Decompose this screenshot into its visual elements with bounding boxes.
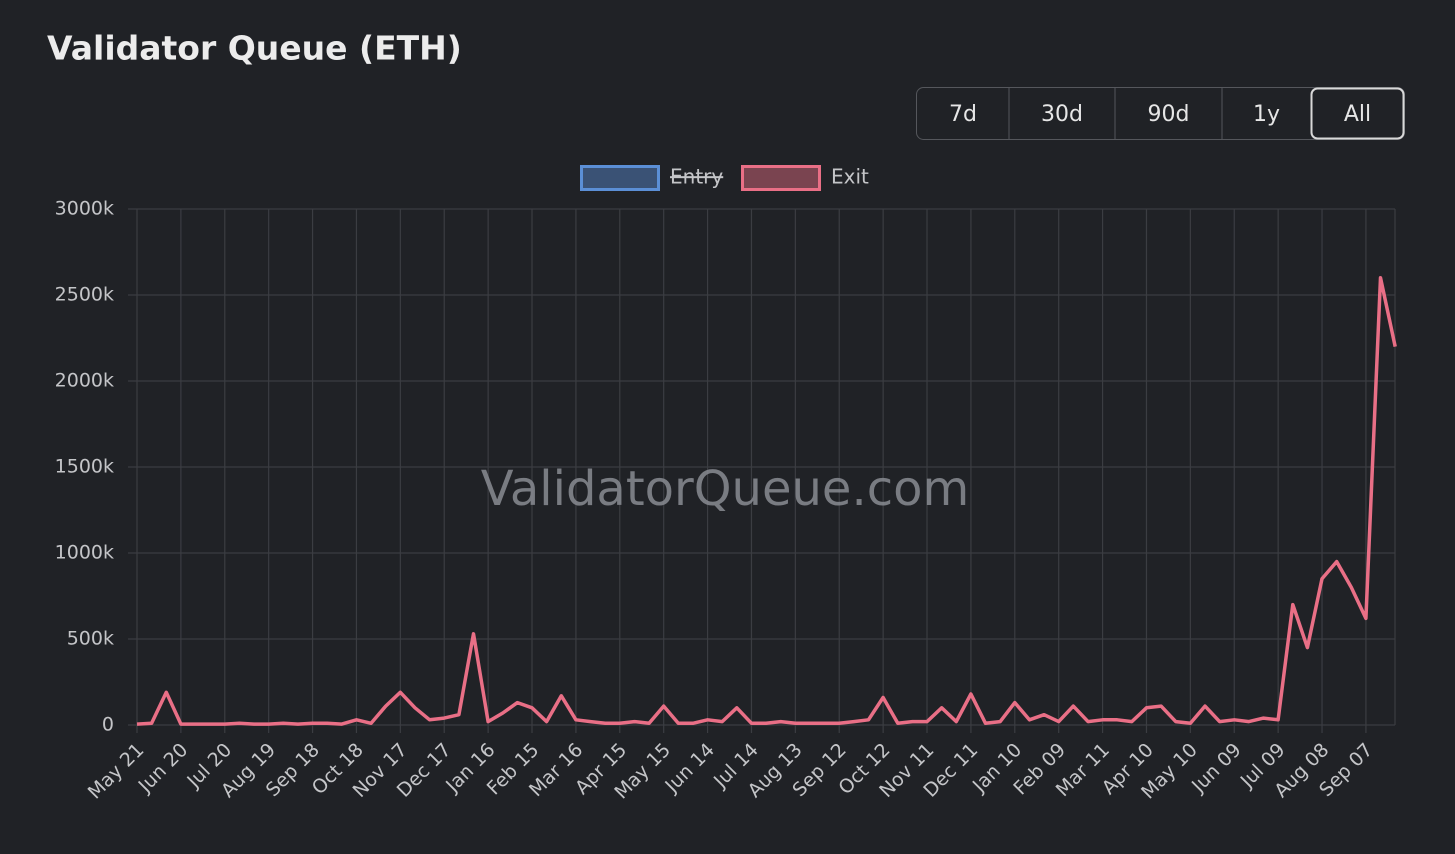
y-tick-label: 0: [102, 714, 114, 736]
range-button[interactable]: 30d: [1041, 102, 1083, 127]
y-tick-label: 2000k: [55, 370, 114, 392]
y-tick-label: 1500k: [55, 456, 114, 478]
y-tick-label: 500k: [67, 628, 114, 650]
legend-swatch[interactable]: [580, 165, 660, 191]
x-tick-label: Jun 14: [660, 739, 719, 798]
legend: Entry Exit: [580, 165, 869, 191]
range-button[interactable]: 90d: [1148, 102, 1190, 127]
y-tick-label: 1000k: [55, 542, 114, 564]
series-line: [136, 276, 1397, 726]
plot: [136, 276, 1397, 726]
x-tick-label: Jun 20: [134, 739, 193, 798]
x-tick-label: May 21: [84, 739, 149, 804]
legend-label[interactable]: Exit: [831, 165, 869, 189]
range-button-active: [1310, 87, 1405, 140]
y-tick-label: 2500k: [55, 284, 114, 306]
range-buttons: 7d 30d 90d 1y All: [949, 87, 1405, 140]
range-button[interactable]: 1y: [1253, 102, 1280, 127]
watermark: ValidatorQueue.com: [481, 461, 969, 517]
y-tick-label: 3000k: [55, 198, 114, 220]
x-tick-label: Jun 09: [1187, 739, 1246, 798]
range-button[interactable]: 7d: [949, 102, 977, 127]
legend-swatch[interactable]: [741, 165, 821, 191]
chart-title: Validator Queue (ETH): [47, 29, 462, 68]
legend-label[interactable]: Entry: [670, 165, 723, 189]
range-button[interactable]: All: [1344, 102, 1371, 127]
